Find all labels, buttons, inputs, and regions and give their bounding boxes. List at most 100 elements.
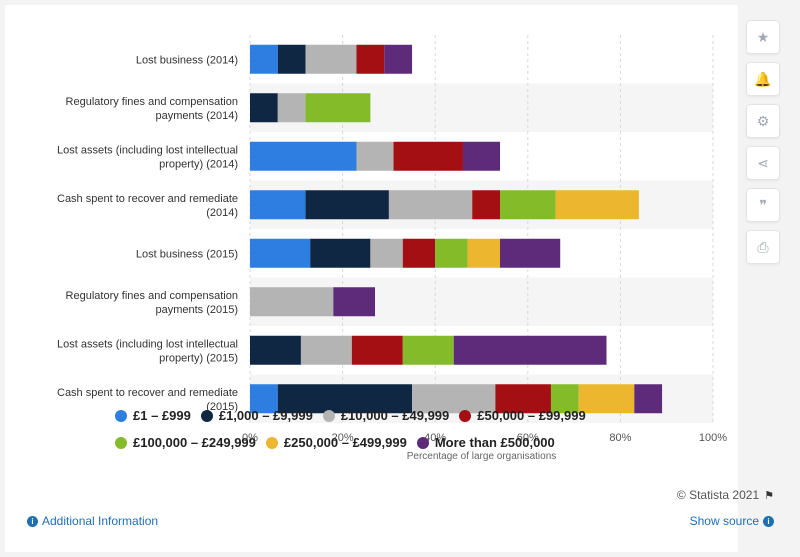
category-label: Regulatory fines and compensation payment… (66, 96, 238, 122)
bar-segment (393, 141, 463, 171)
additional-information-label: Additional Information (42, 514, 159, 528)
legend-item[interactable]: £250,000 – £499,999 (265, 435, 407, 450)
category-label: Lost assets (including lost intellectual… (57, 338, 238, 364)
category-label: Lost assets (including lost intellectual… (57, 144, 238, 170)
x-tick-label: 20% (332, 432, 354, 444)
legend-item[interactable]: £1 – £999 (115, 408, 191, 423)
bar-segment (250, 384, 278, 414)
legend-swatch (265, 436, 278, 449)
bar-segment (462, 141, 501, 171)
legend-swatch (115, 436, 127, 449)
share-icon: ⋖ (757, 154, 769, 171)
bar-segment (305, 44, 357, 74)
bar-segment (250, 335, 301, 365)
x-tick-label: 40% (424, 432, 446, 444)
settings-gear-icon: ⚙ (756, 112, 770, 129)
bar-segment (300, 335, 352, 365)
legend-label: £10,000 – £49,999 (340, 408, 450, 423)
legend-item[interactable]: More than £500,000 (416, 435, 555, 450)
bar-segment (495, 384, 551, 414)
category-label: Lost business (2014) (136, 54, 238, 66)
legend-label: £50,000 – £99,999 (477, 408, 586, 423)
bar-segment (500, 190, 556, 220)
bar-segment (250, 141, 357, 171)
x-axis-title: Percentage of large organisations (407, 451, 557, 462)
additional-information-link[interactable]: i Additional Information (27, 514, 158, 528)
bar-segment (550, 384, 579, 414)
legend-swatch (459, 409, 472, 422)
cite-quote-icon: ❞ (759, 196, 767, 213)
x-tick-label: 0% (242, 432, 258, 444)
settings-gear-button[interactable]: ⚙ (746, 104, 780, 138)
print-button[interactable]: ⎙ (746, 230, 780, 264)
category-label: Cash spent to recover and remediate (2014… (57, 193, 238, 219)
bar-segment (305, 93, 371, 123)
show-source-link[interactable]: Show source i (690, 514, 774, 528)
bar-segment (356, 141, 394, 171)
info-icon: i (763, 515, 774, 527)
legend-item[interactable]: £100,000 – £249,999 (115, 435, 256, 450)
bar-segment (402, 335, 454, 365)
bar-segment (402, 238, 436, 268)
bar-segment (250, 287, 334, 317)
legend-label: More than £500,000 (434, 435, 555, 450)
category-label: Lost business (2015) (136, 248, 238, 260)
bar-segment (388, 190, 473, 220)
bar-segment (351, 335, 403, 365)
share-button[interactable]: ⋖ (746, 146, 780, 180)
bar-segment (250, 44, 278, 74)
show-source-label: Show source (689, 514, 759, 528)
legend-swatch (416, 436, 429, 449)
legend-row: £1 – £999 £1,000 – £9,999 £10,000 – £49,99… (115, 402, 675, 456)
chart-toolbar: ★ 🔔 ⚙ ⋖ ❞ ⎙ (746, 20, 780, 272)
bar-segment (305, 190, 389, 220)
bar-segment (555, 190, 639, 220)
copyright-text: © Statista 2021 (676, 488, 760, 502)
legend-label: £100,000 – £249,999 (133, 435, 256, 450)
category-label: Regulatory fines and compensation payment… (66, 290, 238, 316)
info-icon: i (27, 515, 38, 527)
print-icon: ⎙ (757, 238, 769, 255)
legend-label: £250,000 – £499,999 (283, 435, 407, 450)
bar-segment (472, 190, 501, 220)
bar-segment (500, 238, 561, 268)
x-tick-label: 100% (699, 432, 727, 444)
legend-swatch (200, 409, 213, 422)
chart-legend: £1 – £999 £1,000 – £9,999 £10,000 – £49,99… (115, 402, 675, 456)
bar-segment (277, 44, 306, 74)
notification-bell-button[interactable]: 🔔 (746, 62, 780, 96)
bar-segment (370, 238, 403, 268)
stacked-bar-chart: 0% 20% 40% 60% 80% 100% Percentage of large or… (57, 35, 727, 462)
bar-segment (578, 384, 635, 414)
bar-segment (250, 190, 306, 220)
x-tick-label: 80% (609, 432, 631, 444)
bar-segment (435, 238, 468, 268)
bar-segment (277, 93, 306, 123)
bar-segment (467, 238, 501, 268)
favorite-star-icon: ★ (756, 28, 770, 45)
legend-label: £1 – £999 (133, 408, 191, 423)
bar-segment (453, 335, 607, 365)
copyright-notice: © Statista 2021 ⚑ (677, 488, 774, 502)
legend-swatch (115, 409, 127, 422)
bar-segment (250, 93, 278, 123)
cite-quote-button[interactable]: ❞ (746, 188, 780, 222)
category-label: Cash spent to recover and remediate (2015… (57, 387, 238, 413)
bar-segment (277, 384, 413, 414)
legend-swatch (322, 409, 335, 422)
legend-item[interactable]: £50,000 – £99,999 (459, 408, 586, 423)
bar-segment (412, 384, 496, 414)
bar-segment (333, 287, 376, 317)
bar-segment (250, 238, 311, 268)
favorite-star-button[interactable]: ★ (746, 20, 780, 54)
bar-segment (384, 44, 413, 74)
x-tick-label: 60% (517, 432, 539, 444)
bar-segment (634, 384, 663, 414)
bar-segment (356, 44, 385, 74)
legend-item[interactable]: £10,000 – £49,999 (322, 408, 450, 423)
legend-item[interactable]: £1,000 – £9,999 (200, 408, 313, 423)
flag-icon[interactable]: ⚑ (764, 489, 774, 502)
bar-segment (310, 238, 371, 268)
notification-bell-icon: 🔔 (754, 70, 772, 87)
